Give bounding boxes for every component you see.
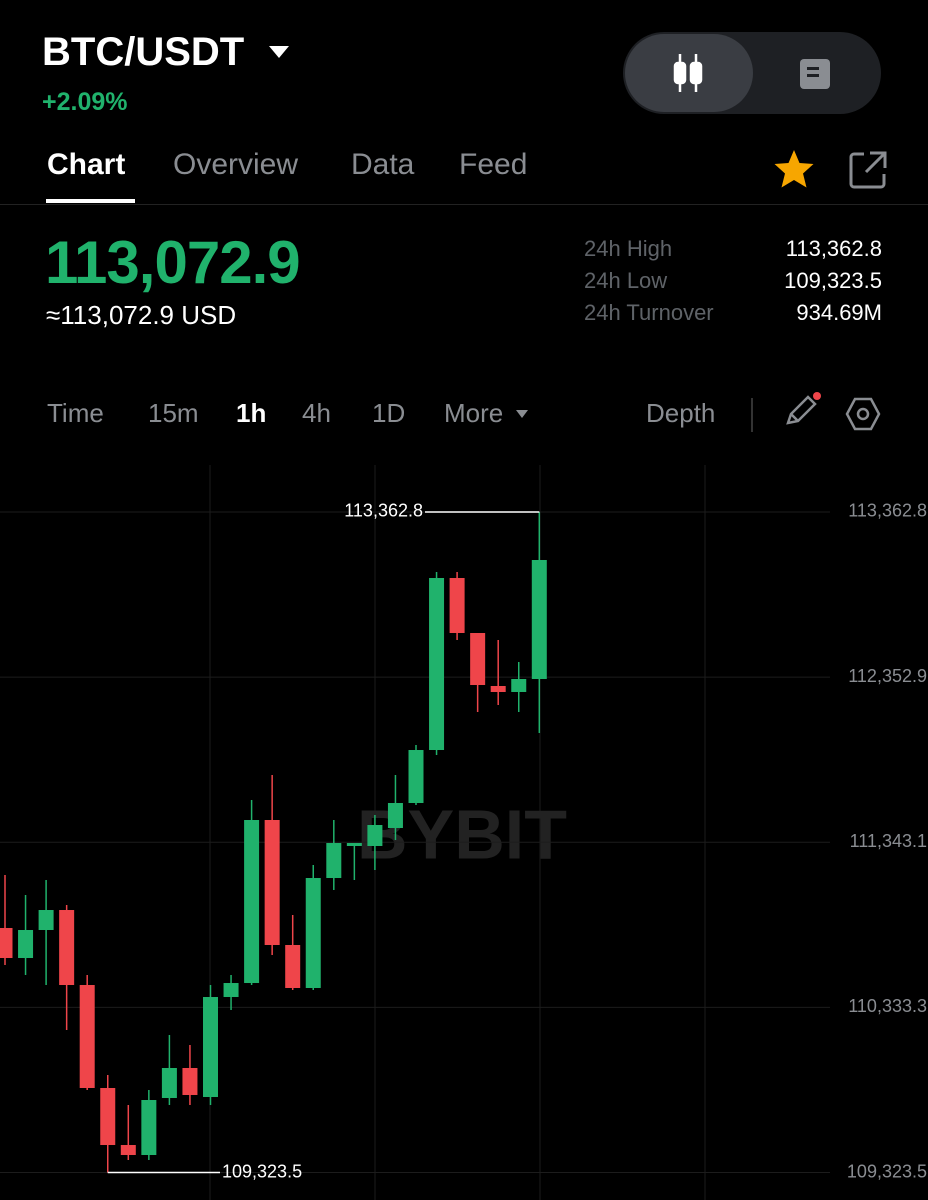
candle-body (326, 843, 342, 879)
stat-value: 934.69M (796, 300, 882, 325)
candle-body (59, 910, 75, 986)
stat-label: 24h Turnover (584, 300, 714, 325)
candle-body (408, 750, 424, 804)
candle-body (100, 1087, 116, 1146)
candle-body (346, 843, 362, 846)
tab-underline (46, 199, 135, 203)
y-tick-label: 109,323.5 (847, 1161, 927, 1181)
view-toggle[interactable] (623, 32, 883, 116)
settings-icon[interactable] (845, 396, 881, 432)
candle-body (79, 985, 95, 1088)
candlestick-chart: BYBIT 113,362.8112,352.9111,343.1110,333… (0, 465, 927, 1200)
stat-label: 24h High (584, 236, 673, 261)
high-marker-label: 113,362.8 (344, 501, 423, 521)
candle-body (531, 559, 547, 679)
interval-option[interactable]: 1D (372, 398, 406, 428)
candle-body (141, 1099, 157, 1155)
tab[interactable]: Data (351, 148, 415, 181)
share-icon[interactable] (848, 150, 888, 190)
candle-body (285, 945, 301, 988)
tab[interactable]: Feed (459, 148, 528, 181)
interval-option[interactable]: 4h (302, 398, 331, 428)
candle-body (264, 819, 280, 946)
toolbar-divider (751, 398, 753, 432)
divider (0, 204, 928, 205)
pair-title[interactable]: BTC/USDT (42, 30, 245, 74)
interval-option[interactable]: More (444, 398, 504, 428)
y-tick-label: 111,343.1 (850, 831, 927, 851)
tab[interactable]: Chart (47, 148, 126, 181)
candle-body (305, 878, 321, 988)
tab[interactable]: Overview (173, 148, 299, 181)
interval-option[interactable]: 15m (148, 398, 199, 428)
depth-button[interactable]: Depth (646, 398, 716, 428)
candle-body (470, 632, 486, 686)
candle-body (511, 678, 527, 693)
y-tick-label: 113,362.8 (848, 501, 927, 521)
interval-option[interactable]: Time (47, 398, 104, 428)
last-price: 113,072.9 (45, 229, 301, 296)
stat-value: 109,323.5 (784, 268, 882, 293)
candle-body (244, 819, 260, 984)
candle-body (38, 910, 54, 931)
candle-body (490, 685, 506, 693)
y-tick-label: 110,333.3 (848, 996, 927, 1016)
candle-body (203, 997, 218, 1098)
stat-label: 24h Low (584, 268, 668, 293)
pair-dropdown-icon[interactable] (268, 44, 290, 60)
candle-body (182, 1067, 198, 1095)
y-tick-label: 112,352.9 (848, 666, 927, 686)
price-change: +2.09% (42, 88, 128, 116)
candle-body (449, 578, 465, 633)
candle-body (161, 1067, 177, 1099)
candle-body (223, 983, 239, 998)
candle-body (387, 803, 403, 828)
draw-icon[interactable] (782, 390, 822, 430)
interval-option[interactable]: 1h (236, 398, 267, 428)
low-marker-label: 109,323.5 (222, 1161, 302, 1181)
candle-body (429, 578, 445, 751)
stat-value: 113,362.8 (785, 236, 882, 261)
more-dropdown-icon[interactable] (515, 409, 529, 419)
price-usd: ≈113,072.9 USD (46, 300, 237, 330)
favorite-icon[interactable] (772, 148, 816, 190)
candle-body (18, 930, 34, 959)
candle-body (0, 927, 13, 959)
candle-body (367, 825, 383, 846)
candle-body (120, 1145, 136, 1155)
